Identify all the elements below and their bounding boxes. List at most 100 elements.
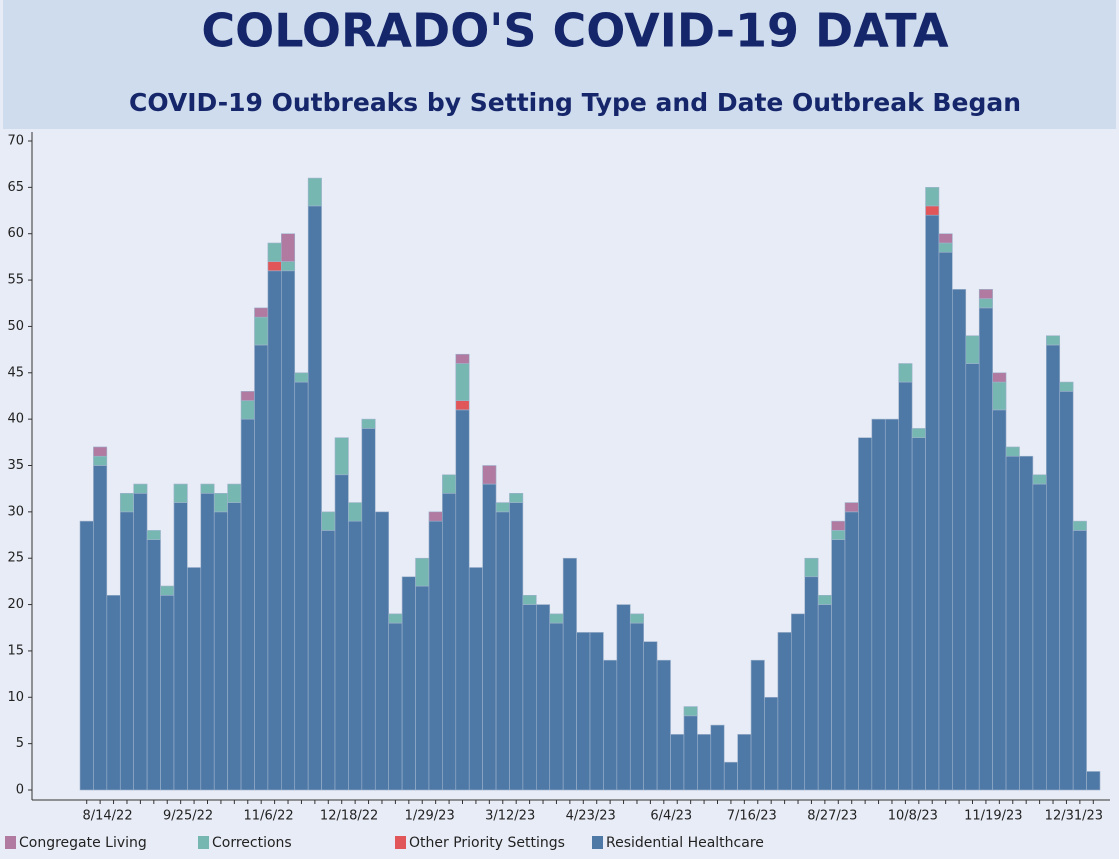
bar-segment: [1059, 381, 1074, 392]
y-tick-label: 50: [7, 319, 24, 334]
bar-segment: [93, 446, 108, 457]
x-tick-label: 10/8/23: [888, 809, 938, 824]
bar-segment: [254, 316, 269, 346]
bar-segment: [160, 594, 175, 791]
bar-segment: [952, 289, 967, 791]
bar-segment: [1086, 771, 1101, 791]
x-tick-label: 7/16/23: [727, 809, 777, 824]
bar-segment: [79, 520, 94, 791]
bar-segment: [750, 659, 765, 791]
bar-segment: [938, 251, 953, 791]
bar-segment: [146, 539, 161, 791]
bar-segment: [831, 539, 846, 791]
header-band: [3, 0, 1116, 129]
bar-segment: [992, 381, 1007, 411]
y-tick-label: 45: [7, 365, 24, 380]
bar-segment: [938, 233, 953, 244]
bar-segment: [361, 428, 376, 791]
bar-segment: [911, 437, 926, 791]
bar-segment: [119, 511, 134, 791]
bar-segment: [281, 261, 296, 272]
x-tick-label: 8/14/22: [82, 809, 132, 824]
y-tick-label: 0: [16, 783, 24, 798]
bar-segment: [1072, 530, 1087, 791]
legend-label: Congregate Living: [19, 835, 147, 851]
legend-swatch: [5, 836, 16, 849]
bar-segment: [817, 604, 832, 791]
bar-segment: [737, 734, 752, 791]
bar-segment: [978, 307, 993, 791]
bar-segment: [509, 493, 524, 503]
x-tick-label: 11/19/23: [964, 809, 1022, 824]
bar-segment: [549, 613, 564, 624]
bar-segment: [992, 409, 1007, 791]
bar-segment: [415, 557, 430, 587]
legend-label: Residential Healthcare: [606, 835, 764, 851]
bar-segment: [656, 659, 671, 791]
bar-segment: [965, 335, 980, 364]
bar-segment: [1005, 455, 1020, 791]
x-tick-label: 3/12/23: [485, 809, 535, 824]
bar-segment: [911, 428, 926, 438]
bar-segment: [281, 233, 296, 262]
bar-segment: [549, 622, 564, 791]
bar-segment: [522, 604, 537, 791]
bar-segment: [133, 483, 148, 494]
bar-segment: [978, 298, 993, 309]
bar-segment: [227, 502, 242, 791]
y-tick-label: 40: [7, 412, 24, 427]
bar-segment: [442, 474, 457, 494]
bar-segment: [415, 585, 430, 791]
bar-segment: [536, 604, 551, 791]
bar-segment: [455, 400, 470, 411]
x-tick-label: 1/29/23: [405, 809, 455, 824]
bar-segment: [723, 761, 738, 791]
bar-segment: [1032, 474, 1047, 485]
bar-segment: [267, 261, 282, 272]
bar-segment: [576, 632, 591, 791]
bar-segment: [187, 567, 202, 791]
bar-segment: [1072, 520, 1087, 531]
bar-segment: [281, 270, 296, 791]
bar-segment: [173, 483, 188, 503]
bar-segment: [146, 530, 161, 540]
bar-segment: [307, 205, 322, 791]
bar-segment: [1046, 335, 1061, 346]
bar-segment: [482, 465, 497, 485]
bar-segment: [938, 242, 953, 253]
bar-segment: [495, 502, 510, 513]
bar-segment: [240, 391, 255, 401]
x-tick-label: 12/18/22: [320, 809, 378, 824]
bar-segment: [925, 187, 940, 207]
bar-segment: [428, 520, 443, 791]
bar-segment: [160, 585, 175, 596]
legend-swatch: [592, 836, 603, 849]
bar-segment: [455, 353, 470, 364]
bar-segment: [898, 381, 913, 791]
bar-segment: [616, 604, 631, 791]
bar-segment: [884, 418, 899, 791]
bar-segment: [710, 724, 725, 791]
bar-segment: [240, 400, 255, 420]
bar-segment: [93, 455, 108, 466]
bar-segment: [200, 493, 215, 791]
bar-segment: [925, 205, 940, 216]
bar-segment: [925, 214, 940, 791]
y-tick-label: 15: [7, 643, 24, 658]
x-tick-label: 9/25/22: [163, 809, 213, 824]
legend-label: Other Priority Settings: [409, 835, 565, 851]
y-tick-label: 70: [7, 134, 24, 149]
bar-segment: [442, 493, 457, 791]
bar-segment: [1032, 483, 1047, 791]
bar-segment: [294, 372, 309, 383]
bar-segment: [831, 530, 846, 540]
bar-segment: [643, 641, 658, 791]
x-tick-label: 11/6/22: [244, 809, 294, 824]
bar-segment: [804, 557, 819, 578]
bar-segment: [307, 177, 322, 207]
bar-segment: [697, 734, 712, 791]
y-tick-label: 10: [7, 690, 24, 705]
bar-segment: [965, 363, 980, 791]
bar-segment: [629, 622, 644, 791]
chart-subtitle: COVID-19 Outbreaks by Setting Type and D…: [129, 88, 1021, 117]
